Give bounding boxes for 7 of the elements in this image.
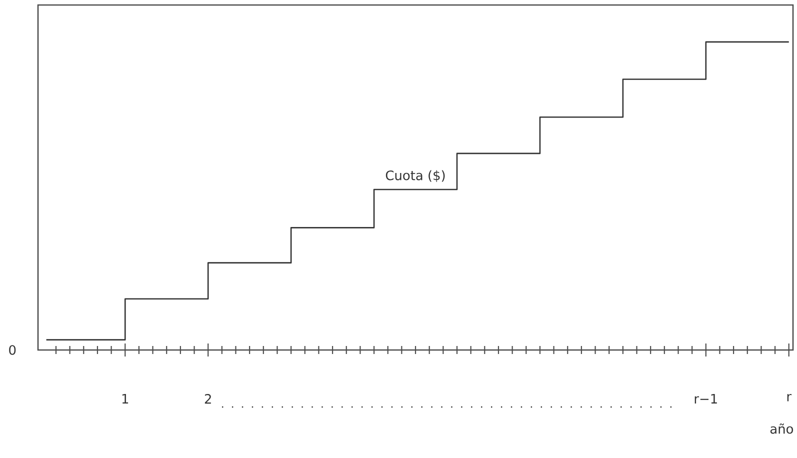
series-label: Cuota ($): [386, 170, 445, 182]
x-tick-label: 1: [122, 394, 128, 404]
x-axis-title: año: [770, 424, 794, 434]
x-tick-label: r−1: [694, 394, 717, 404]
text: 0: [9, 345, 16, 355]
x-tick-label: 2: [204, 394, 211, 404]
x-tick-label: r: [787, 394, 792, 402]
